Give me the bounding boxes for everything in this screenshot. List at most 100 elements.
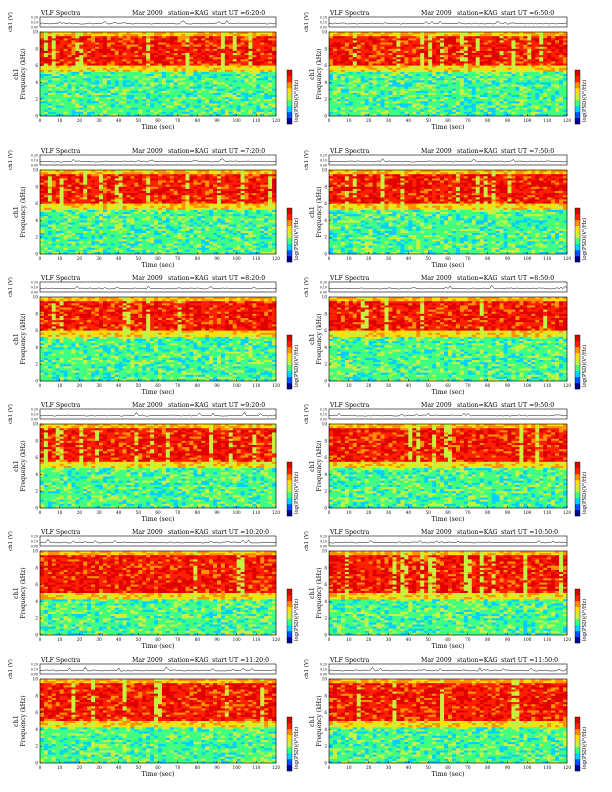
spectrogram-cell: [193, 112, 197, 114]
spectrogram-cell: [182, 89, 186, 91]
spectrogram-cell: [377, 89, 381, 91]
spectrogram-cell: [365, 45, 369, 47]
spectrogram-cell: [166, 49, 170, 51]
spectrogram-cell: [130, 112, 134, 114]
spectrogram-cell: [115, 51, 119, 53]
spectrogram-cell: [353, 72, 357, 74]
spectrogram-cell: [412, 57, 416, 59]
spectrogram-cell: [420, 38, 424, 40]
spectrogram-cell: [551, 34, 555, 36]
spectrogram-cell: [480, 78, 484, 80]
spectrogram-cell: [225, 57, 229, 59]
spectrogram-cell: [142, 72, 146, 74]
spectrogram-cell: [523, 38, 527, 40]
spectrogram-cell: [488, 55, 492, 57]
spectrogram-cell: [381, 76, 385, 78]
spectrogram-cell: [71, 36, 75, 38]
spectrogram-cell: [369, 93, 373, 95]
spectrogram-cell: [428, 70, 432, 72]
spectrogram-cell: [272, 93, 276, 95]
spectrogram-cell: [272, 34, 276, 36]
spectrogram-cell: [158, 57, 162, 59]
spectrogram-cell: [68, 53, 72, 55]
spectrogram-cell: [504, 40, 508, 42]
spectrogram-cell: [241, 93, 245, 95]
spectrogram-cell: [511, 101, 515, 103]
spectrogram-cell: [150, 49, 154, 51]
spectrogram-cell: [519, 66, 523, 68]
spectrogram-cell: [472, 85, 476, 87]
spectrogram-cell: [329, 110, 333, 112]
spectrogram-cell: [337, 34, 341, 36]
spectrogram-cell: [189, 80, 193, 82]
spectrogram-cell: [519, 36, 523, 38]
spectrogram-cell: [170, 36, 174, 38]
spectrogram-cell: [40, 248, 44, 250]
spectrogram-cell: [523, 51, 527, 53]
spectrogram-cell: [158, 61, 162, 63]
spectrogram-cell: [48, 43, 52, 45]
colorbar-label: log(PSD)(V²/Hz): [293, 80, 300, 122]
spectrogram-cell: [158, 49, 162, 51]
spectrogram-cell: [91, 45, 95, 47]
spectrogram-cell: [248, 43, 252, 45]
spectrogram-cell: [480, 89, 484, 91]
spectrogram-cell: [361, 112, 365, 114]
spectrogram-cell: [170, 59, 174, 61]
spectrogram-cell: [91, 34, 95, 36]
spectrogram-cell: [444, 91, 448, 93]
spectrogram-cell: [341, 68, 345, 70]
spectrogram-cell: [508, 112, 512, 114]
spectrogram-cell: [559, 80, 563, 82]
spectrogram-cell: [68, 43, 72, 45]
spectrogram-cell: [408, 47, 412, 49]
spectrogram-cell: [71, 38, 75, 40]
spectrogram-cell: [99, 59, 103, 61]
spectrogram-cell: [408, 76, 412, 78]
spectrogram-cell: [492, 101, 496, 103]
spectrogram-cell: [272, 45, 276, 47]
spectrogram-cell: [245, 34, 249, 36]
spectrogram-cell: [440, 103, 444, 105]
spectrogram-cell: [217, 66, 221, 68]
spectrogram-cell: [468, 61, 472, 63]
spectrogram-cell: [539, 38, 543, 40]
spectrogram-cell: [337, 49, 341, 51]
spectrogram-cell: [44, 181, 48, 183]
spectrogram-cell: [64, 95, 68, 97]
spectrogram-cell: [373, 97, 377, 99]
spectrogram-cell: [400, 32, 404, 34]
spectrogram-cell: [166, 43, 170, 45]
spectrogram-cell: [48, 91, 52, 93]
spectrogram-cell: [468, 45, 472, 47]
spectrogram-cell: [448, 106, 452, 108]
spectrogram-cell: [496, 97, 500, 99]
spectrogram-cell: [460, 55, 464, 57]
spectrogram-cell: [349, 76, 353, 78]
spectrogram-cell: [138, 57, 142, 59]
spectrogram-cell: [468, 32, 472, 34]
spectrogram-cell: [229, 61, 233, 63]
spectrogram-cell: [237, 32, 241, 34]
spectrogram-cell: [237, 64, 241, 66]
spectrogram-cell: [91, 38, 95, 40]
spectrogram-cell: [389, 61, 393, 63]
spectrogram-cell: [189, 106, 193, 108]
spectrogram-cell: [87, 68, 91, 70]
spectrogram-cell: [170, 87, 174, 89]
spectrogram-cell: [64, 38, 68, 40]
spectrogram-cell: [245, 32, 249, 34]
spectrogram-cell: [99, 99, 103, 101]
spectrogram-cell: [170, 106, 174, 108]
spectrogram-cell: [146, 95, 150, 97]
spectrogram-cell: [500, 99, 504, 101]
spectrogram-cell: [99, 103, 103, 105]
spectrogram-cell: [111, 66, 115, 68]
spectrogram-cell: [111, 38, 115, 40]
spectrogram-cell: [500, 95, 504, 97]
spectrogram-cell: [341, 55, 345, 57]
spectrogram-cell: [464, 76, 468, 78]
spectrogram-cell: [472, 93, 476, 95]
spectrogram-cell: [221, 91, 225, 93]
spectrogram-cell: [547, 36, 551, 38]
